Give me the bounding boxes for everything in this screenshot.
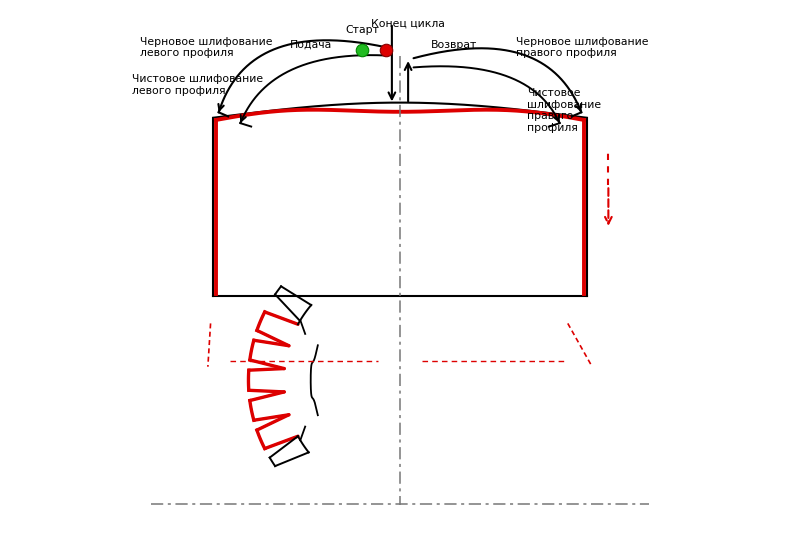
Text: Конец цикла: Конец цикла (371, 18, 445, 28)
Text: Черновое шлифование
левого профиля: Черновое шлифование левого профиля (140, 36, 273, 58)
Text: Чистовое шлифование
левого профиля: Чистовое шлифование левого профиля (132, 75, 263, 96)
Text: Возврат: Возврат (431, 40, 478, 50)
Text: Чистовое
шлифование
правого
профиля: Чистовое шлифование правого профиля (527, 88, 602, 133)
Text: Черновое шлифование
правого профиля: Черновое шлифование правого профиля (516, 36, 649, 58)
Text: Подача: Подача (290, 40, 332, 50)
Text: Старт: Старт (345, 25, 379, 35)
